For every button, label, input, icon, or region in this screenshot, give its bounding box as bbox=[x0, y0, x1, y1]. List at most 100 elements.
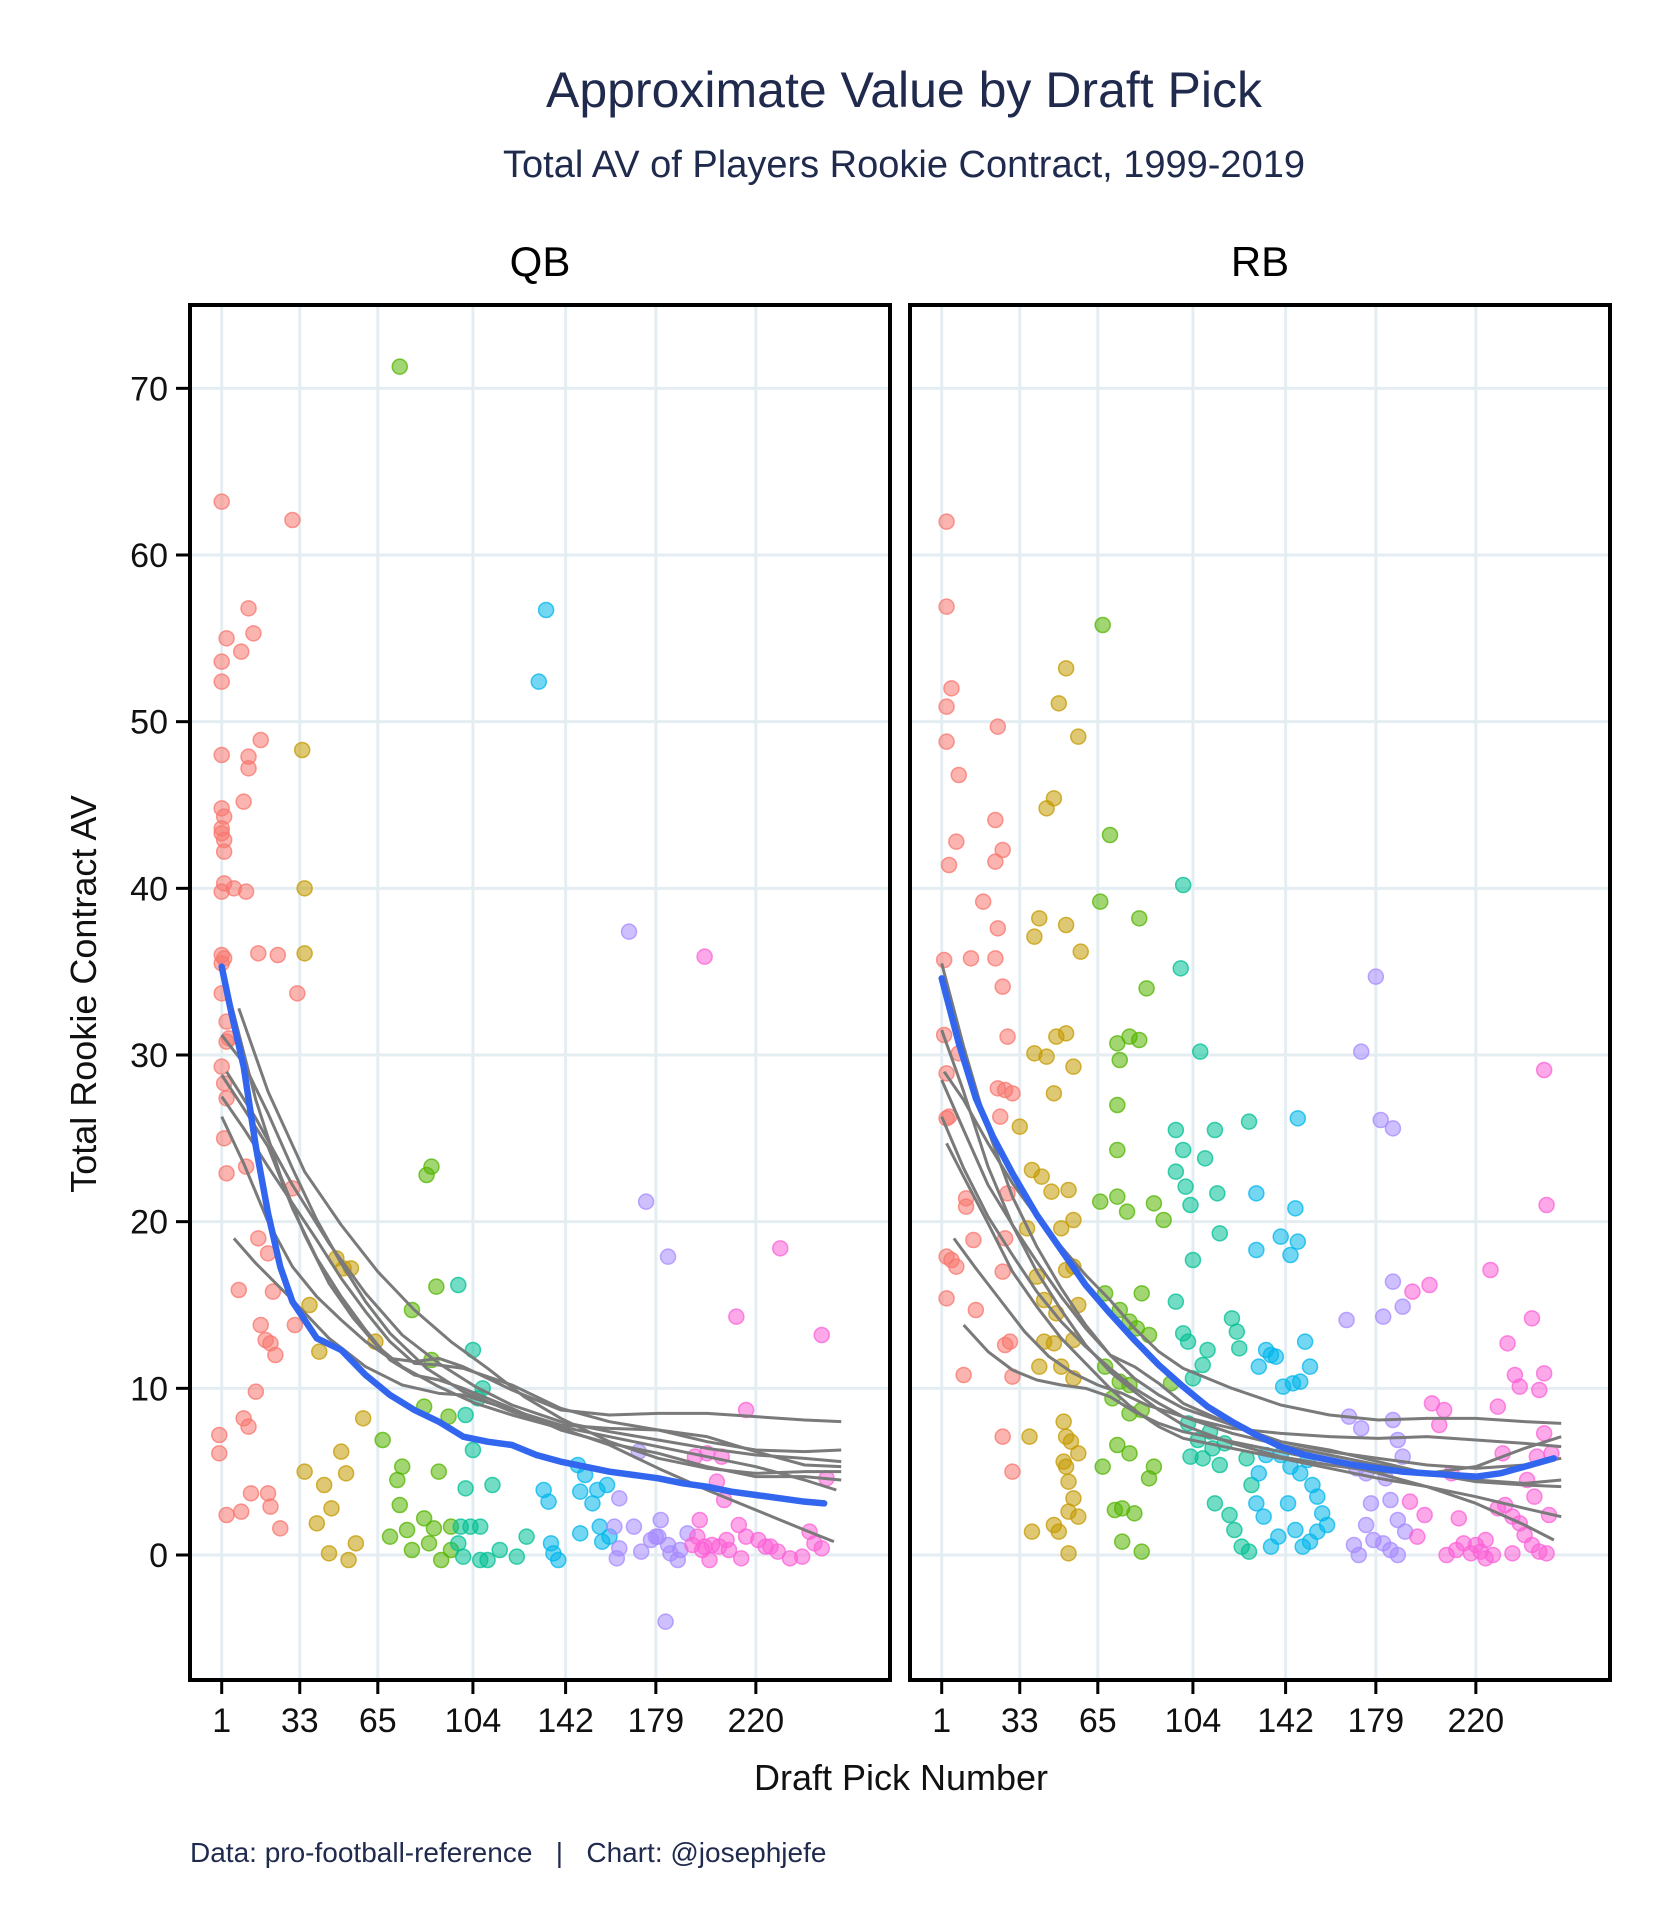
data-point bbox=[935, 951, 953, 969]
data-point bbox=[381, 1528, 399, 1545]
data-point bbox=[1045, 1335, 1063, 1352]
data-point bbox=[1052, 1220, 1070, 1237]
data-point bbox=[1172, 960, 1189, 977]
data-point bbox=[974, 893, 992, 910]
data-point bbox=[391, 1496, 409, 1514]
data-point bbox=[950, 766, 968, 784]
data-point bbox=[987, 853, 1004, 870]
data-point bbox=[938, 1290, 955, 1307]
season-trend-line bbox=[225, 1070, 842, 1464]
data-point bbox=[537, 601, 555, 619]
data-point bbox=[213, 883, 230, 900]
data-point bbox=[240, 760, 257, 777]
data-point bbox=[1309, 1523, 1326, 1540]
y-tick-label: 0 bbox=[149, 1537, 168, 1575]
data-point bbox=[211, 1445, 228, 1462]
data-point bbox=[1248, 1495, 1265, 1512]
data-point bbox=[1167, 1293, 1185, 1310]
data-point bbox=[611, 1540, 628, 1557]
data-point bbox=[242, 1485, 260, 1502]
data-point bbox=[1389, 1546, 1407, 1564]
data-point bbox=[1194, 1450, 1211, 1467]
data-point bbox=[957, 1198, 975, 1215]
data-point bbox=[1118, 1203, 1136, 1220]
data-point bbox=[1394, 1298, 1411, 1315]
data-point bbox=[1091, 1193, 1109, 1210]
x-tick-label: 1 bbox=[932, 1702, 951, 1740]
season-trend-line bbox=[940, 962, 1562, 1470]
data-point bbox=[1199, 1341, 1216, 1359]
data-point bbox=[213, 653, 230, 670]
data-point bbox=[296, 945, 313, 962]
y-tick-label: 60 bbox=[130, 537, 168, 575]
x-axis-label: Draft Pick Number bbox=[754, 1757, 1048, 1798]
data-point bbox=[391, 358, 409, 375]
data-point bbox=[1206, 1495, 1224, 1512]
data-point bbox=[232, 643, 250, 660]
data-point bbox=[1489, 1398, 1507, 1415]
data-point bbox=[1057, 1458, 1075, 1475]
data-point bbox=[250, 1230, 267, 1247]
data-point bbox=[1248, 1241, 1265, 1259]
data-point bbox=[1362, 1495, 1380, 1512]
data-point bbox=[1248, 1185, 1265, 1202]
data-point bbox=[430, 1463, 448, 1480]
data-point bbox=[989, 920, 1007, 937]
x-tick-label: 142 bbox=[537, 1702, 594, 1740]
data-point bbox=[1060, 1181, 1077, 1199]
data-point bbox=[1291, 1465, 1309, 1482]
data-point bbox=[1045, 790, 1063, 807]
data-point bbox=[1301, 1358, 1319, 1375]
data-point bbox=[696, 948, 713, 965]
data-point bbox=[967, 1301, 985, 1319]
data-point bbox=[999, 1028, 1016, 1045]
data-point bbox=[1372, 1111, 1389, 1129]
data-point bbox=[994, 978, 1011, 995]
data-point bbox=[315, 1476, 333, 1494]
data-point bbox=[1109, 1096, 1126, 1114]
data-point bbox=[230, 1281, 248, 1299]
data-point bbox=[1038, 1048, 1055, 1065]
data-point bbox=[491, 1541, 509, 1559]
data-point bbox=[1138, 980, 1155, 997]
data-point bbox=[320, 1545, 338, 1562]
data-point bbox=[213, 746, 230, 764]
data-point bbox=[1179, 1333, 1197, 1350]
data-point bbox=[1255, 1508, 1272, 1525]
y-tick-label: 50 bbox=[130, 704, 168, 742]
x-tick-label: 33 bbox=[1001, 1702, 1039, 1740]
data-point bbox=[1382, 1491, 1399, 1509]
data-point bbox=[1538, 1196, 1555, 1214]
data-point bbox=[479, 1551, 496, 1569]
data-point bbox=[1072, 943, 1089, 960]
data-point bbox=[347, 1535, 365, 1552]
data-point bbox=[1062, 1433, 1080, 1450]
data-point bbox=[1523, 1310, 1541, 1327]
x-tick-label: 220 bbox=[727, 1702, 784, 1740]
data-point bbox=[1004, 1085, 1021, 1102]
data-point bbox=[267, 1346, 284, 1364]
data-point bbox=[1389, 1431, 1407, 1449]
data-point bbox=[1109, 1436, 1126, 1454]
data-point bbox=[1282, 1246, 1299, 1264]
data-point bbox=[1535, 1425, 1553, 1442]
data-point bbox=[323, 1500, 340, 1517]
data-point bbox=[1279, 1495, 1297, 1512]
data-point bbox=[1296, 1333, 1314, 1350]
data-point bbox=[1352, 1043, 1370, 1060]
data-point bbox=[1211, 1456, 1229, 1474]
data-point bbox=[728, 1308, 745, 1325]
data-point bbox=[1291, 1373, 1309, 1390]
data-point bbox=[793, 1548, 811, 1565]
data-point bbox=[1416, 1506, 1433, 1524]
data-point bbox=[252, 731, 269, 749]
data-point bbox=[1309, 1488, 1326, 1505]
data-point bbox=[237, 883, 255, 900]
data-point bbox=[1133, 1285, 1150, 1302]
data-point bbox=[293, 741, 311, 759]
data-point bbox=[813, 1540, 830, 1557]
x-tick-label: 1 bbox=[212, 1702, 231, 1740]
data-point bbox=[571, 1483, 589, 1500]
data-point bbox=[1133, 1543, 1150, 1560]
